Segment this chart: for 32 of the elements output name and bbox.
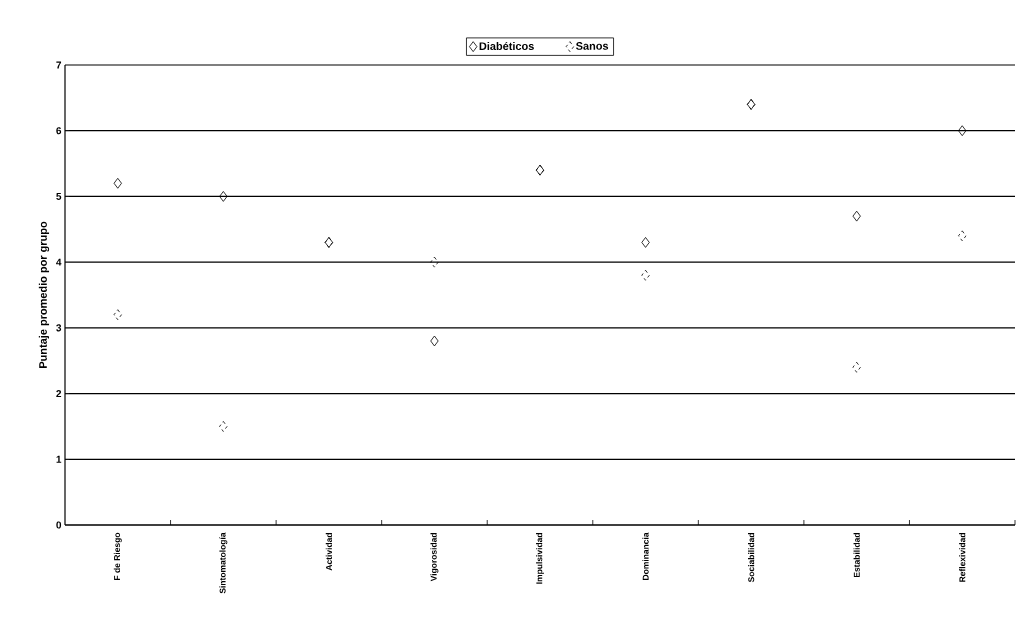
point	[430, 335, 439, 347]
y-tick-label: 2	[56, 390, 62, 398]
y-tick-label: 7	[56, 61, 62, 69]
point	[641, 269, 650, 281]
y-tick-label: 4	[56, 258, 62, 266]
x-tick-label: Impulsividad	[536, 533, 544, 584]
x-tick-label: Vigorosidad	[430, 533, 439, 582]
x-tick-label: Actividad	[325, 533, 332, 571]
legend-label: Diabéticos	[479, 41, 534, 51]
y-tick-label: 3	[56, 324, 62, 332]
x-tick-label: Reflexividad	[959, 533, 966, 582]
point	[113, 177, 122, 189]
x-tick-label: Sintomatología	[219, 532, 228, 594]
y-tick-label: 0	[56, 521, 62, 529]
point	[219, 191, 228, 202]
point	[852, 361, 861, 373]
point	[958, 125, 967, 137]
point	[430, 256, 439, 268]
point	[958, 230, 967, 242]
point	[641, 237, 650, 248]
y-tick-label: 5	[56, 192, 62, 200]
point	[113, 309, 122, 321]
y-tick-label: 6	[56, 127, 62, 135]
y-axis-title: Puntaje promedio por grupo	[38, 221, 50, 368]
x-tick-label: F de Riesgo	[113, 532, 122, 580]
y-tick-label: 1	[56, 455, 62, 463]
x-tick-label: Estabilidad	[853, 533, 860, 578]
x-tick-label: Dominancia	[642, 532, 649, 580]
point	[852, 210, 861, 222]
legend-label: Sanos	[575, 42, 609, 50]
x-tick-label: Sociabilidad	[748, 533, 755, 583]
point	[219, 421, 228, 432]
